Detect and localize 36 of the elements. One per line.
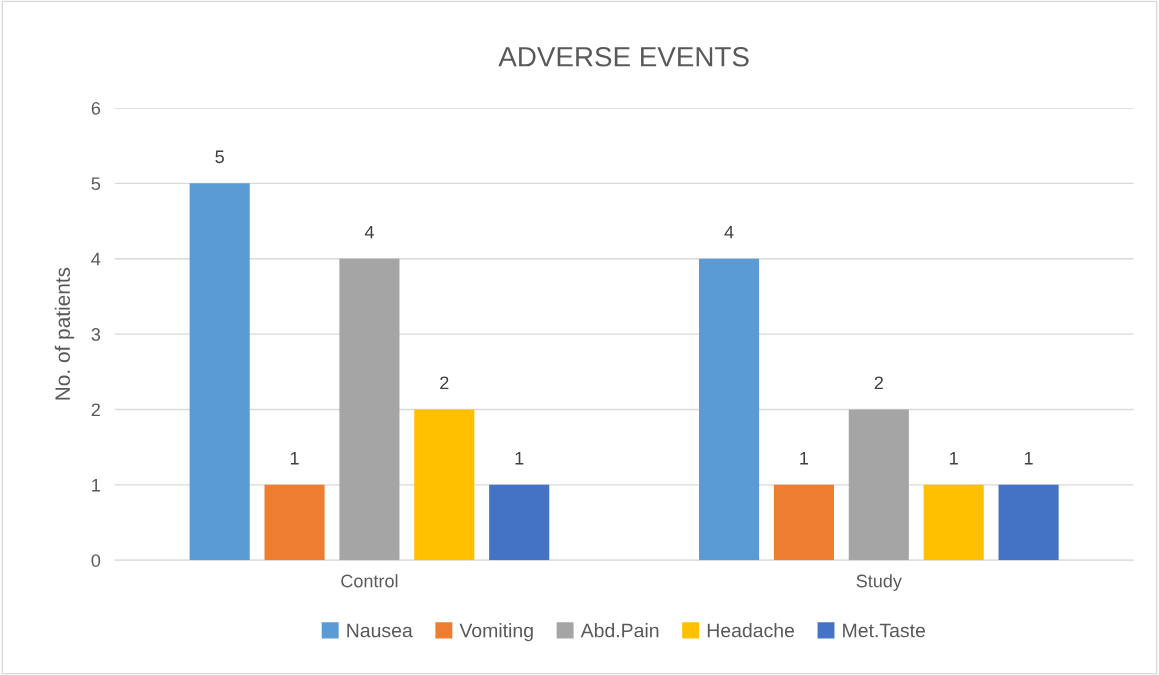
- data-label: 1: [1024, 452, 1033, 465]
- bar: [489, 484, 550, 561]
- y-tick-label: 3: [91, 328, 101, 341]
- bar: [773, 484, 834, 561]
- bar: [264, 484, 325, 561]
- data-label: 1: [950, 452, 958, 465]
- legend-label: Vomiting: [459, 623, 533, 642]
- legend-label: Met.Taste: [843, 623, 925, 638]
- bar: [848, 409, 909, 561]
- y-tick-label: 6: [91, 101, 101, 115]
- bar: [923, 484, 984, 561]
- y-axis-title: No. of patients: [54, 267, 75, 400]
- y-tick-label: 1: [92, 479, 100, 492]
- data-label: 1: [515, 452, 524, 465]
- bar: [339, 258, 400, 561]
- data-label: 1: [800, 452, 809, 465]
- y-tick-label: 2: [91, 403, 100, 417]
- legend-label: Abd.Pain: [580, 623, 659, 638]
- chart-title: ADVERSE EVENTS: [498, 46, 749, 67]
- x-tick-label: Study: [856, 574, 902, 591]
- data-label: 2: [440, 376, 449, 390]
- y-tick-label: 0: [91, 554, 101, 567]
- bar: [998, 484, 1059, 561]
- data-label: 1: [290, 452, 299, 465]
- bar: [414, 409, 475, 561]
- data-label: 4: [724, 225, 734, 239]
- legend-label: Nausea: [347, 623, 413, 638]
- data-label: 2: [874, 376, 883, 390]
- data-label: 5: [215, 150, 224, 164]
- legend-label: Headache: [707, 623, 795, 638]
- y-tick-label: 5: [91, 177, 101, 191]
- bar: [189, 183, 250, 561]
- y-tick-label: 4: [91, 252, 101, 266]
- data-label: 4: [364, 225, 374, 239]
- x-tick-label: Control: [341, 574, 398, 588]
- bar: [699, 258, 760, 561]
